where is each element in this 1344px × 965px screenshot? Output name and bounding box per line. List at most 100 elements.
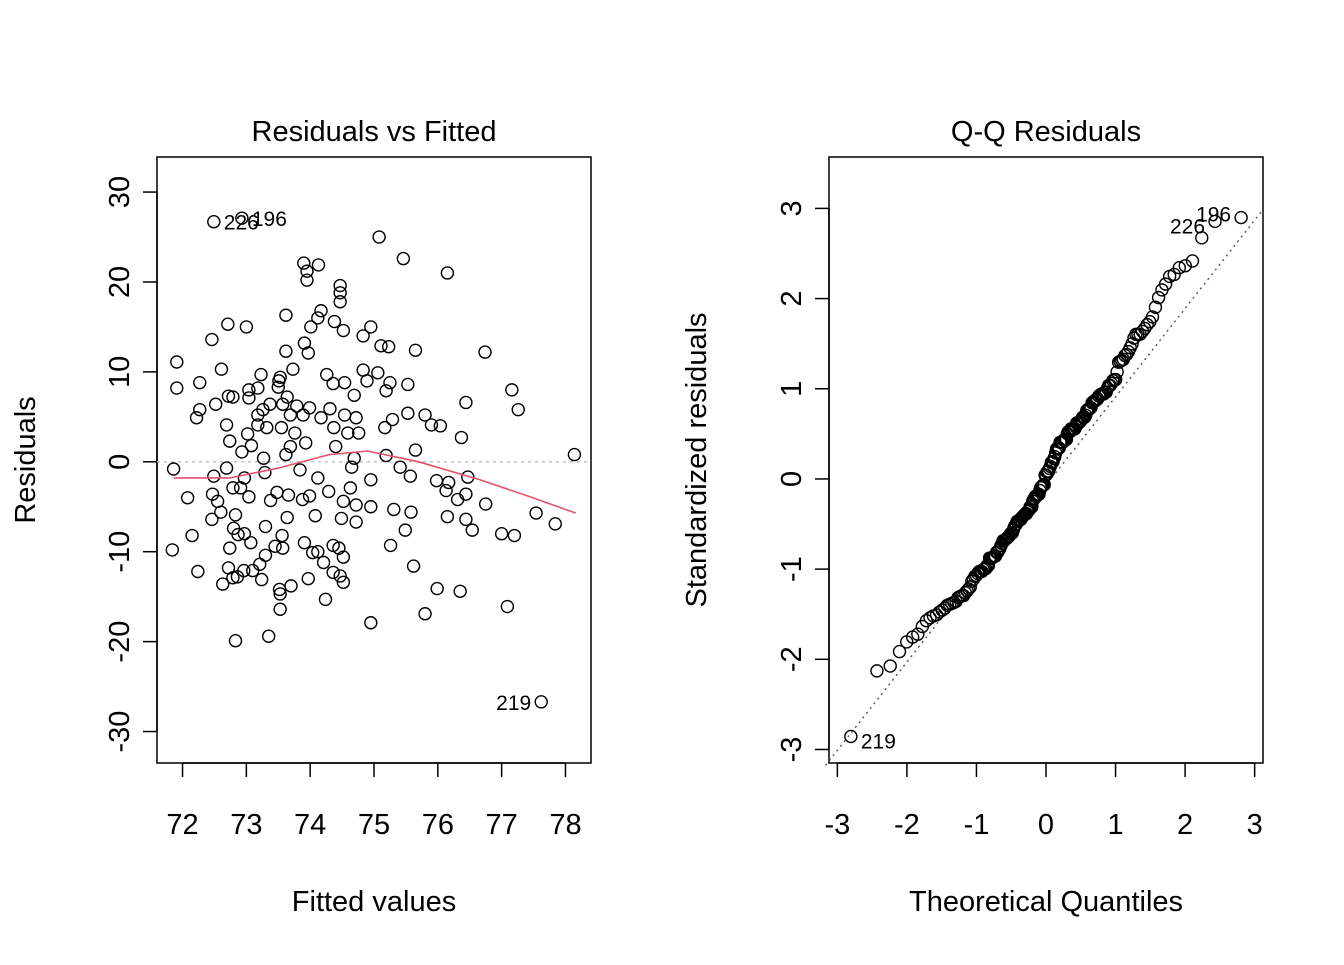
data-point <box>219 461 234 475</box>
data-point <box>1208 214 1222 229</box>
residuals-vs-fitted-panel: Residuals vs Fitted Fitted values Residu… <box>10 116 592 918</box>
data-point <box>1034 480 1048 495</box>
data-point <box>401 406 415 420</box>
data-point <box>180 491 195 505</box>
data-point <box>270 485 284 500</box>
data-point <box>251 418 265 432</box>
data-point <box>374 339 388 353</box>
data-point <box>923 611 937 625</box>
y-tick-label: -3 <box>776 737 808 763</box>
data-point <box>185 528 199 543</box>
data-point <box>281 488 296 502</box>
data-point <box>301 346 315 360</box>
data-point <box>408 443 423 457</box>
data-point <box>424 418 439 432</box>
data-point <box>383 538 398 553</box>
data-point <box>279 344 293 358</box>
data-point <box>440 266 455 280</box>
data-point <box>1001 530 1016 544</box>
data-point <box>387 502 401 517</box>
point-label: 196 <box>252 208 287 231</box>
data-point <box>316 555 331 570</box>
data-point <box>534 695 548 709</box>
data-point <box>364 320 378 334</box>
data-point <box>919 614 934 628</box>
data-point <box>381 340 396 354</box>
data-point <box>263 493 278 508</box>
data-point <box>290 399 304 413</box>
y-tick-label: 10 <box>104 356 136 388</box>
data-point <box>193 402 207 417</box>
data-point <box>299 436 313 450</box>
data-point <box>214 362 229 376</box>
axes: 72 73 74 75 76 77 78 -30 -20 -10 0 10 20 30 <box>104 176 582 841</box>
data-point <box>297 536 312 550</box>
data-point <box>396 251 411 266</box>
y-axis-label: Residuals <box>10 396 42 523</box>
x-tick-label: 75 <box>358 809 390 841</box>
data-point <box>334 511 349 526</box>
data-point <box>459 395 473 410</box>
data-point <box>401 377 415 392</box>
axes: -3 -2 -1 0 1 2 3 -3 -2 -1 0 1 2 3 <box>776 200 1263 841</box>
data-point <box>296 408 310 422</box>
data-point <box>242 383 256 397</box>
x-axis-label: Theoretical Quantiles <box>909 886 1183 918</box>
data-point <box>254 572 269 587</box>
data-point <box>311 258 326 272</box>
data-point <box>1172 261 1187 275</box>
data-point <box>364 500 378 514</box>
data-point <box>343 481 358 495</box>
data-point <box>284 579 298 593</box>
data-point <box>189 411 204 425</box>
data-point <box>336 575 351 589</box>
data-point <box>279 447 293 462</box>
data-point <box>210 494 225 509</box>
data-point <box>494 527 509 541</box>
data-point <box>1108 372 1123 387</box>
data-point <box>219 418 234 432</box>
data-point <box>191 564 205 579</box>
x-tick-label: 2 <box>1177 809 1193 841</box>
data-point <box>209 397 223 411</box>
data-point <box>883 659 897 673</box>
x-tick-label: 78 <box>549 809 581 841</box>
data-point <box>275 528 289 543</box>
x-tick-label: -1 <box>964 809 990 841</box>
point-label: 219 <box>861 730 896 753</box>
x-tick-label: 73 <box>230 809 262 841</box>
data-point <box>253 557 267 571</box>
data-point <box>505 383 519 397</box>
point-label: 226 <box>224 212 259 235</box>
data-point <box>364 473 378 487</box>
data-point <box>268 539 282 554</box>
data-point <box>327 420 341 435</box>
x-tick-label: 1 <box>1107 809 1123 841</box>
data-point <box>235 211 249 225</box>
data-point <box>459 512 473 527</box>
data-point <box>406 559 421 573</box>
data-point <box>207 469 221 483</box>
data-point <box>276 541 290 555</box>
data-point <box>1037 478 1051 492</box>
data-point <box>337 375 352 390</box>
data-point <box>349 515 363 529</box>
data-point <box>404 505 418 519</box>
data-point <box>393 460 407 474</box>
y-axis-label: Standardized residuals <box>681 312 713 607</box>
data-point <box>465 523 479 537</box>
data-point <box>280 510 294 525</box>
data-point <box>450 492 465 507</box>
x-tick-label: -2 <box>894 809 920 841</box>
data-point <box>276 397 290 411</box>
data-point <box>223 541 237 555</box>
data-point <box>333 295 347 309</box>
qq-reference-line <box>824 209 1264 766</box>
y-tick-label: 0 <box>104 454 136 470</box>
data-point <box>280 390 294 404</box>
data-point <box>892 644 907 659</box>
x-tick-label: 77 <box>486 809 518 841</box>
data-point <box>349 411 363 425</box>
